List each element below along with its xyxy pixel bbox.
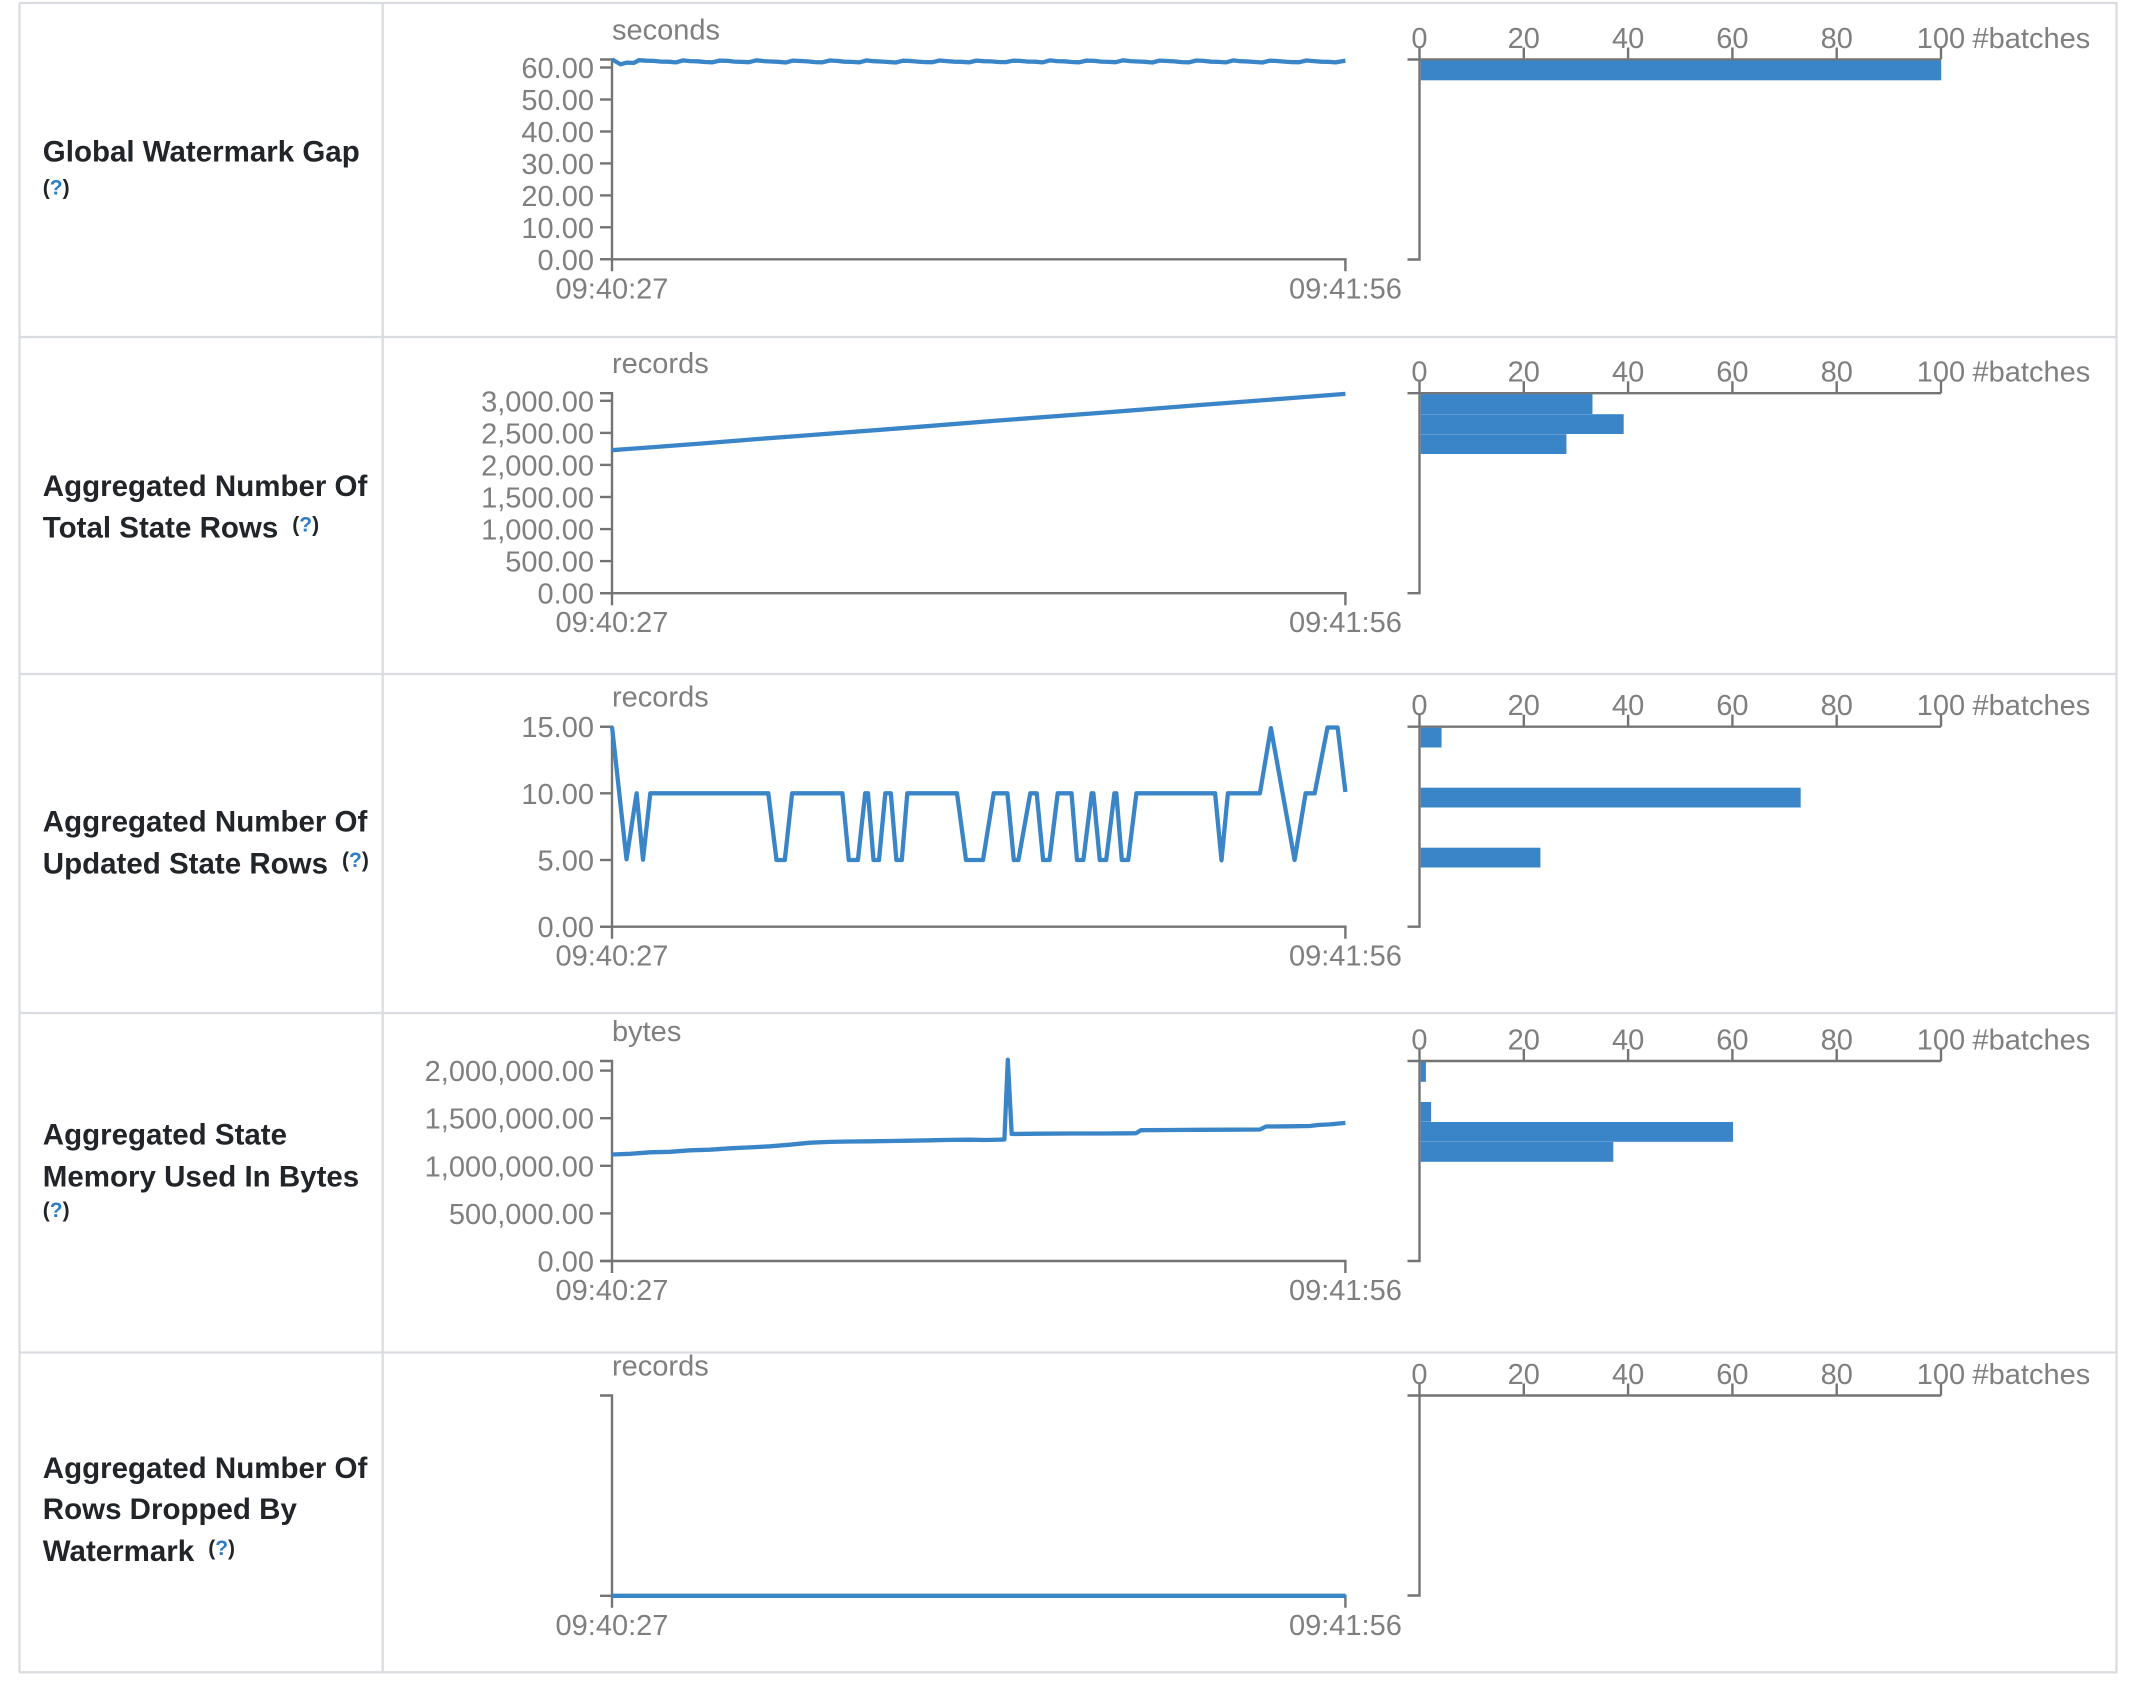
- svg-text:3,000.00: 3,000.00: [481, 386, 594, 418]
- svg-text:20: 20: [1508, 690, 1540, 722]
- svg-text:#batches: #batches: [1973, 690, 2091, 722]
- svg-text:1,000,000.00: 1,000,000.00: [425, 1151, 594, 1183]
- svg-text:80: 80: [1821, 357, 1853, 389]
- svg-text:#batches: #batches: [1973, 23, 2091, 55]
- svg-text:09:41:56: 09:41:56: [1289, 607, 1402, 639]
- svg-text:60: 60: [1716, 1359, 1748, 1391]
- svg-text:0: 0: [1411, 1025, 1427, 1057]
- svg-text:09:41:56: 09:41:56: [1289, 941, 1402, 973]
- svg-text:09:40:27: 09:40:27: [556, 1610, 669, 1642]
- svg-text:0.00: 0.00: [538, 245, 594, 277]
- svg-text:100: 100: [1917, 23, 1965, 55]
- svg-text:09:40:27: 09:40:27: [556, 941, 669, 973]
- svg-text:80: 80: [1821, 23, 1853, 55]
- svg-text:50.00: 50.00: [521, 85, 594, 117]
- svg-text:Rows Dropped By: Rows Dropped By: [43, 1493, 298, 1526]
- svg-text:0.00: 0.00: [538, 579, 594, 611]
- svg-text:20: 20: [1508, 357, 1540, 389]
- svg-text:Updated State Rows(?): Updated State Rows (?): [43, 847, 369, 880]
- svg-text:5.00: 5.00: [538, 846, 594, 878]
- svg-text:15.00: 15.00: [521, 712, 594, 744]
- svg-text:40: 40: [1612, 690, 1644, 722]
- svg-text:09:41:56: 09:41:56: [1289, 1610, 1402, 1642]
- svg-text:80: 80: [1821, 1359, 1853, 1391]
- svg-text:Memory Used In Bytes: Memory Used In Bytes: [43, 1160, 359, 1193]
- svg-text:20: 20: [1508, 23, 1540, 55]
- svg-text:2,000,000.00: 2,000,000.00: [425, 1056, 594, 1088]
- svg-text:2,000.00: 2,000.00: [481, 450, 594, 482]
- svg-text:40: 40: [1612, 357, 1644, 389]
- svg-text:40: 40: [1612, 23, 1644, 55]
- svg-text:100: 100: [1917, 1025, 1965, 1057]
- svg-text:seconds: seconds: [612, 15, 720, 47]
- svg-text:40.00: 40.00: [521, 117, 594, 149]
- svg-text:Total State Rows(?): Total State Rows (?): [43, 512, 319, 545]
- svg-text:09:41:56: 09:41:56: [1289, 273, 1402, 305]
- svg-text:80: 80: [1821, 1025, 1853, 1057]
- svg-text:60: 60: [1716, 690, 1748, 722]
- svg-text:2,500.00: 2,500.00: [481, 418, 594, 450]
- svg-text:10.00: 10.00: [521, 779, 594, 811]
- svg-text:500.00: 500.00: [505, 547, 594, 579]
- svg-text:0: 0: [1411, 357, 1427, 389]
- svg-text:60: 60: [1716, 23, 1748, 55]
- svg-text:09:40:27: 09:40:27: [556, 1275, 669, 1307]
- svg-text:09:41:56: 09:41:56: [1289, 1275, 1402, 1307]
- svg-text:#batches: #batches: [1973, 357, 2091, 389]
- svg-text:(?): (?): [43, 1199, 70, 1222]
- svg-text:records: records: [612, 348, 709, 380]
- svg-text:#batches: #batches: [1973, 1025, 2091, 1057]
- svg-text:0: 0: [1411, 23, 1427, 55]
- svg-text:0.00: 0.00: [538, 912, 594, 944]
- svg-text:30.00: 30.00: [521, 149, 594, 181]
- svg-text:Global Watermark Gap: Global Watermark Gap: [43, 135, 360, 168]
- svg-text:Aggregated Number Of: Aggregated Number Of: [43, 805, 368, 838]
- svg-text:40: 40: [1612, 1025, 1644, 1057]
- svg-text:100: 100: [1917, 357, 1965, 389]
- svg-text:09:40:27: 09:40:27: [556, 273, 669, 305]
- svg-text:60: 60: [1716, 1025, 1748, 1057]
- svg-text:60.00: 60.00: [521, 53, 594, 85]
- svg-text:20: 20: [1508, 1359, 1540, 1391]
- svg-text:records: records: [612, 682, 709, 714]
- svg-text:40: 40: [1612, 1359, 1644, 1391]
- svg-text:(?): (?): [43, 176, 70, 199]
- svg-text:Aggregated State: Aggregated State: [43, 1119, 287, 1152]
- svg-text:Aggregated Number Of: Aggregated Number Of: [43, 1452, 368, 1485]
- svg-text:80: 80: [1821, 690, 1853, 722]
- svg-text:20: 20: [1508, 1025, 1540, 1057]
- svg-text:bytes: bytes: [612, 1016, 681, 1048]
- svg-text:100: 100: [1917, 690, 1965, 722]
- svg-text:0: 0: [1411, 1359, 1427, 1391]
- svg-text:10.00: 10.00: [521, 213, 594, 245]
- svg-text:1,500,000.00: 1,500,000.00: [425, 1104, 594, 1136]
- svg-text:Aggregated Number Of: Aggregated Number Of: [43, 470, 368, 503]
- svg-text:1,000.00: 1,000.00: [481, 515, 594, 547]
- svg-text:60: 60: [1716, 357, 1748, 389]
- svg-text:09:40:27: 09:40:27: [556, 607, 669, 639]
- svg-text:records: records: [612, 1351, 709, 1383]
- svg-text:0: 0: [1411, 690, 1427, 722]
- svg-text:0.00: 0.00: [538, 1247, 594, 1279]
- svg-text:100: 100: [1917, 1359, 1965, 1391]
- svg-text:#batches: #batches: [1973, 1359, 2091, 1391]
- svg-text:500,000.00: 500,000.00: [449, 1199, 594, 1231]
- svg-text:20.00: 20.00: [521, 181, 594, 213]
- svg-text:1,500.00: 1,500.00: [481, 483, 594, 515]
